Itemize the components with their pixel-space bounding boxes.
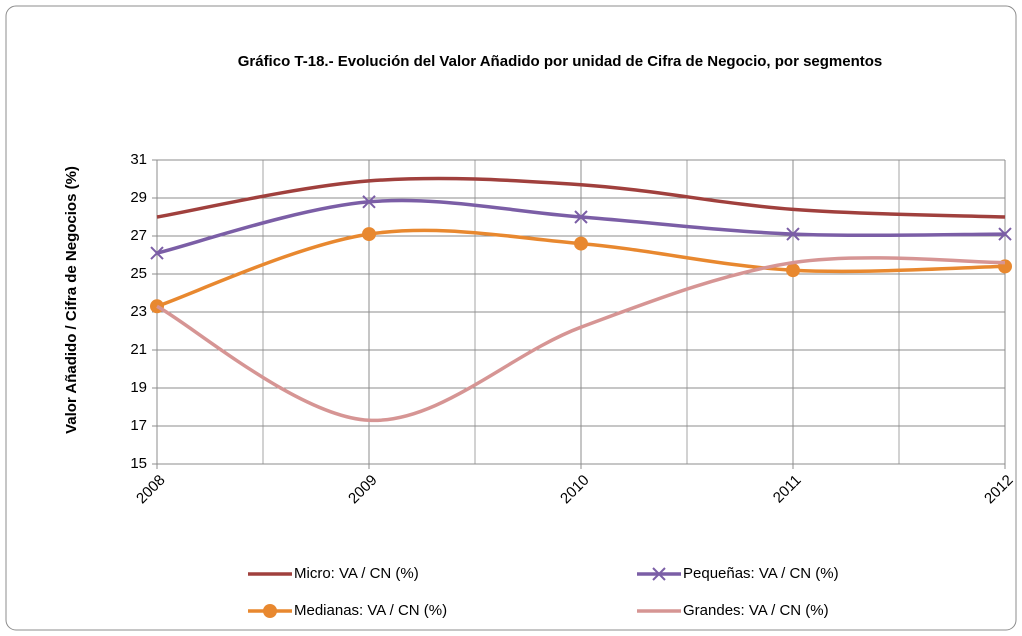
legend-label: Pequeñas: VA / CN (%) — [683, 565, 839, 582]
chart-border — [5, 5, 1017, 631]
y-tick-label: 15 — [130, 455, 147, 472]
marker — [998, 227, 1012, 241]
y-tick-label: 31 — [130, 151, 147, 168]
marker — [574, 236, 588, 251]
marker — [362, 227, 376, 242]
chart-title: Gráfico T-18.- Evolución del Valor Añadi… — [238, 53, 883, 70]
marker — [786, 227, 800, 241]
y-tick-label: 23 — [130, 303, 147, 320]
y-tick-label: 29 — [130, 189, 147, 206]
y-tick-label: 27 — [130, 227, 147, 244]
y-tick-label: 19 — [130, 379, 147, 396]
series-line — [156, 176, 1006, 219]
y-axis-label: Valor Añadido / Cifra de Negocios (%) — [63, 166, 80, 434]
legend-label: Micro: VA / CN (%) — [294, 565, 419, 582]
series-line — [156, 256, 1006, 423]
y-tick-label: 25 — [130, 265, 147, 282]
marker — [362, 195, 376, 209]
y-tick-label: 21 — [130, 341, 147, 358]
legend-label: Grandes: VA / CN (%) — [683, 602, 829, 619]
marker — [574, 210, 588, 224]
y-tick-label: 17 — [130, 417, 147, 434]
legend-label: Medianas: VA / CN (%) — [294, 602, 447, 619]
marker — [652, 567, 666, 581]
marker — [786, 263, 800, 278]
marker — [263, 604, 277, 618]
marker — [150, 246, 164, 260]
